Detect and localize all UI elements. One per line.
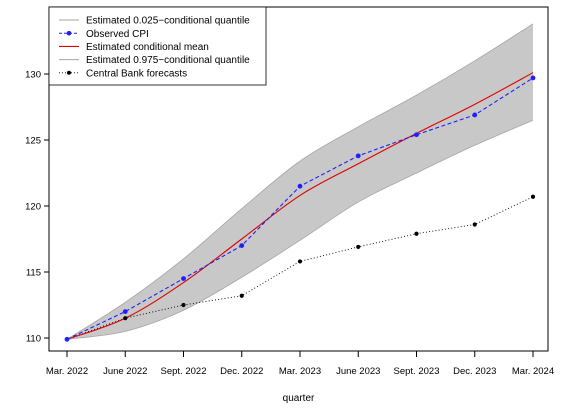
point-observed-cpi — [297, 183, 303, 189]
y-tick-label: 125 — [25, 136, 41, 147]
point-observed-cpi — [530, 75, 536, 81]
x-tick-label: Sept. 2023 — [394, 366, 440, 377]
point-observed-cpi — [472, 112, 478, 118]
point-central-bank-forecast — [297, 259, 303, 264]
x-tick-label: Mar. 2022 — [46, 366, 88, 377]
legend-label: Estimated 0.025−conditional quantile — [86, 16, 250, 27]
point-observed-cpi — [181, 276, 186, 281]
legend-label: Observed CPI — [86, 29, 149, 40]
x-tick-label: Mar. 2023 — [279, 366, 321, 377]
legend-box — [48, 6, 267, 86]
point-observed-cpi — [122, 309, 128, 314]
point-central-bank-forecast — [181, 302, 186, 308]
series-line-upper-quantile — [66, 23, 534, 340]
series-line-lower-quantile — [66, 119, 534, 340]
legend-symbol-observed-cpi-point — [66, 30, 72, 36]
point-observed-cpi — [414, 132, 419, 138]
point-central-bank-forecast — [472, 222, 477, 227]
quantile-band-area — [67, 23, 533, 340]
point-central-bank-forecast — [239, 293, 244, 298]
legend-label: Central Bank forecasts — [86, 68, 187, 79]
y-tick-label: 115 — [26, 268, 41, 279]
legend-symbol-forecast-point — [67, 70, 71, 75]
plot-frame — [48, 6, 549, 352]
y-tick-label: 120 — [25, 202, 41, 213]
series-line-conditional-mean — [66, 72, 534, 340]
x-tick-label: Dec. 2023 — [453, 366, 496, 377]
x-tick-label: Sept. 2022 — [161, 366, 207, 377]
y-tick-label: 130 — [25, 70, 41, 81]
legend-label: Estimated conditional mean — [86, 42, 209, 53]
axis-layer: 110 115 120 125 130 Mar. 2022 June 2022 Sept. 2… — [25, 70, 554, 378]
legend: Estimated 0.025−conditional quantile Obse… — [48, 6, 267, 86]
x-tick-label: June 2023 — [336, 366, 380, 377]
point-observed-cpi — [355, 153, 361, 159]
point-central-bank-forecast — [356, 244, 361, 250]
point-central-bank-forecast — [123, 316, 128, 321]
x-tick-label: Mar. 2024 — [512, 366, 554, 377]
point-observed-cpi — [64, 336, 70, 342]
x-tick-label: June 2022 — [103, 366, 147, 377]
series-line-central-bank-forecasts — [66, 196, 534, 340]
point-central-bank-forecast — [530, 194, 536, 199]
legend-label: Estimated 0.975−conditional quantile — [86, 55, 250, 66]
point-observed-cpi — [239, 243, 245, 249]
series-point-layer — [64, 75, 536, 342]
x-axis-title: quarter — [283, 393, 315, 404]
x-tick-label: Dec. 2022 — [220, 366, 263, 377]
quantile-band-layer — [66, 23, 534, 340]
y-tick-label: 110 — [26, 334, 41, 345]
point-central-bank-forecast — [414, 231, 419, 236]
